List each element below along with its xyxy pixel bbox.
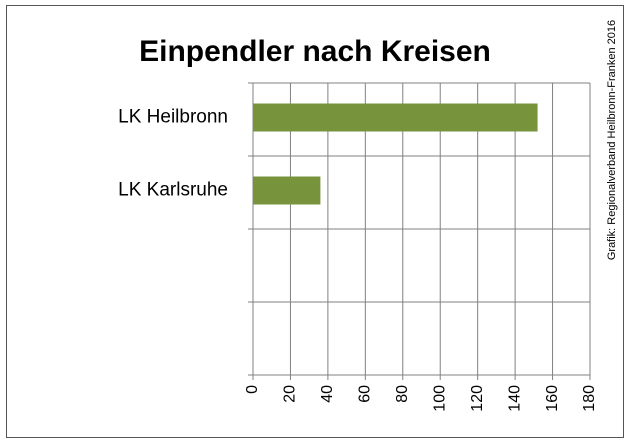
x-tick-label: 20 [282, 385, 299, 403]
y-tick-label: LK Karlsruhe [118, 180, 228, 201]
x-tick-label: 160 [544, 385, 561, 412]
y-tick-label: LK Heilbronn [118, 107, 228, 128]
chart-title: Einpendler nach Kreisen [139, 35, 491, 68]
x-tick-label: 40 [319, 385, 336, 403]
credit: Grafik: Regionalverband Heilbronn-Franke… [606, 20, 618, 260]
bar [253, 176, 321, 205]
bar [253, 103, 538, 132]
x-tick-label: 0 [244, 385, 261, 394]
x-tick-label: 60 [357, 385, 374, 403]
x-tick-label: 80 [394, 385, 411, 403]
x-tick-label: 180 [581, 385, 598, 412]
x-tick-label: 140 [506, 385, 523, 412]
frame [6, 5, 624, 438]
x-tick-label: 100 [431, 385, 448, 412]
x-tick-label: 120 [469, 385, 486, 412]
